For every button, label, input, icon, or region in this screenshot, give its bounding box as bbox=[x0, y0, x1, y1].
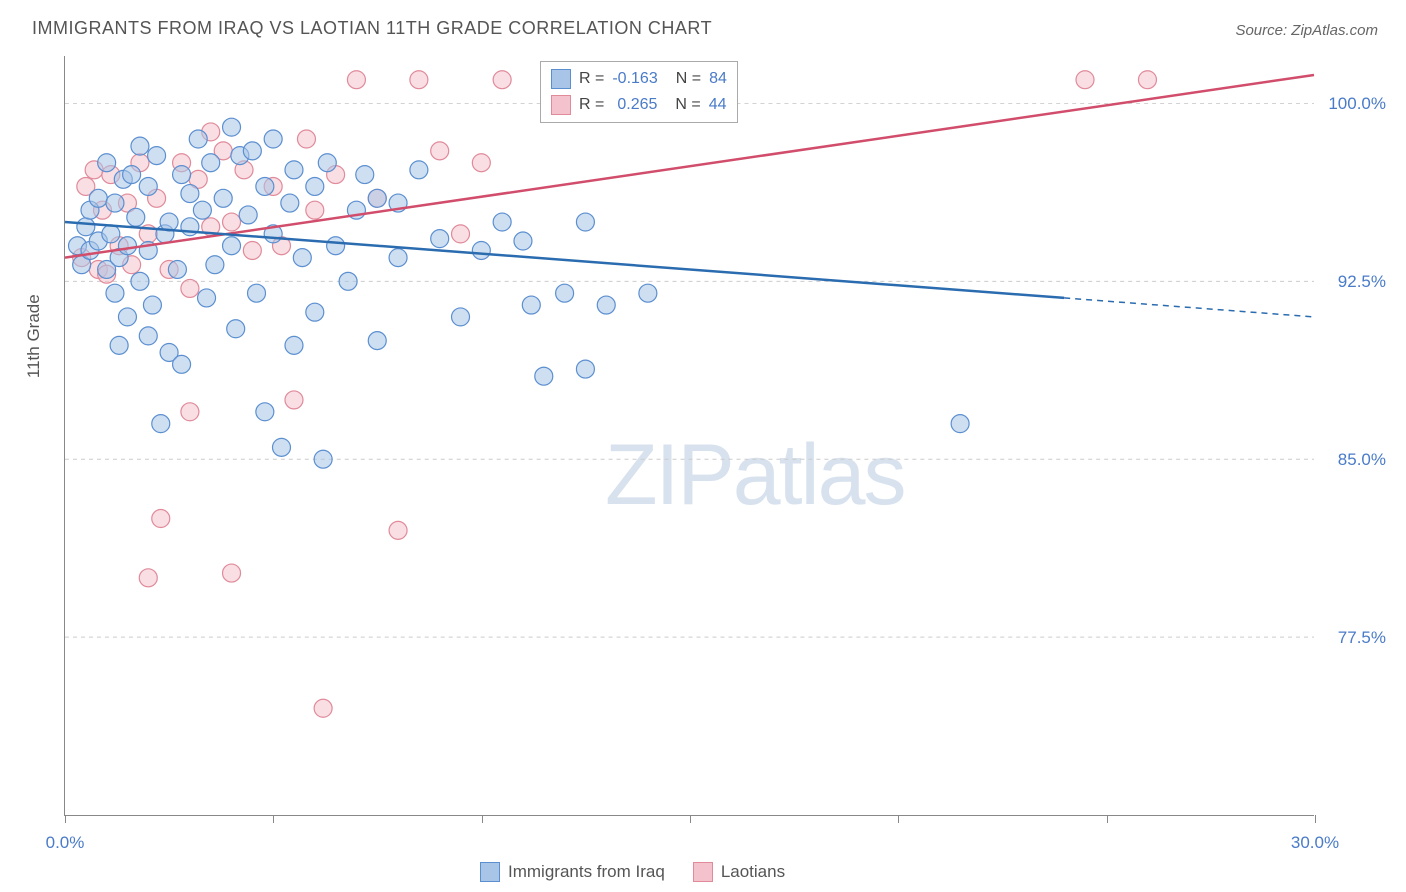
legend-label-laotians: Laotians bbox=[721, 862, 785, 882]
swatch-laotians bbox=[551, 95, 571, 115]
xtick bbox=[482, 815, 483, 823]
xtick bbox=[898, 815, 899, 823]
y-axis-label: 11th Grade bbox=[24, 294, 44, 378]
xtick-label: 30.0% bbox=[1291, 833, 1339, 853]
xtick bbox=[1315, 815, 1316, 823]
r-label: R = bbox=[579, 70, 604, 88]
ytick-label: 100.0% bbox=[1328, 94, 1386, 114]
xtick-label: 0.0% bbox=[46, 833, 85, 853]
swatch-iraq bbox=[551, 69, 571, 89]
legend-item-iraq: Immigrants from Iraq bbox=[480, 862, 665, 882]
r-value-laotians: 0.265 bbox=[617, 96, 657, 114]
ytick-label: 85.0% bbox=[1338, 450, 1386, 470]
n-value-laotians: 44 bbox=[709, 96, 727, 114]
source-attribution: Source: ZipAtlas.com bbox=[1235, 22, 1378, 39]
legend-label-iraq: Immigrants from Iraq bbox=[508, 862, 665, 882]
swatch-laotians-icon bbox=[693, 862, 713, 882]
chart-title: IMMIGRANTS FROM IRAQ VS LAOTIAN 11TH GRA… bbox=[32, 18, 712, 39]
n-label: N = bbox=[675, 96, 700, 114]
ytick-label: 92.5% bbox=[1338, 272, 1386, 292]
swatch-iraq-icon bbox=[480, 862, 500, 882]
xtick bbox=[273, 815, 274, 823]
xtick bbox=[65, 815, 66, 823]
xtick bbox=[1107, 815, 1108, 823]
legend-row-laotians: R = 0.265 N = 44 bbox=[551, 92, 727, 118]
xtick bbox=[690, 815, 691, 823]
chart-svg bbox=[65, 56, 1314, 815]
r-label: R = bbox=[579, 96, 604, 114]
plot-area: ZIPatlas 77.5%85.0%92.5%100.0% 0.0%30.0%… bbox=[64, 56, 1314, 816]
correlation-legend: R = -0.163 N = 84 R = 0.265 N = 44 bbox=[540, 61, 738, 123]
legend-row-iraq: R = -0.163 N = 84 bbox=[551, 66, 727, 92]
n-value-iraq: 84 bbox=[709, 70, 727, 88]
series-legend: Immigrants from Iraq Laotians bbox=[480, 862, 785, 882]
ytick-label: 77.5% bbox=[1338, 628, 1386, 648]
n-label: N = bbox=[676, 70, 701, 88]
legend-item-laotians: Laotians bbox=[693, 862, 785, 882]
r-value-iraq: -0.163 bbox=[612, 70, 657, 88]
